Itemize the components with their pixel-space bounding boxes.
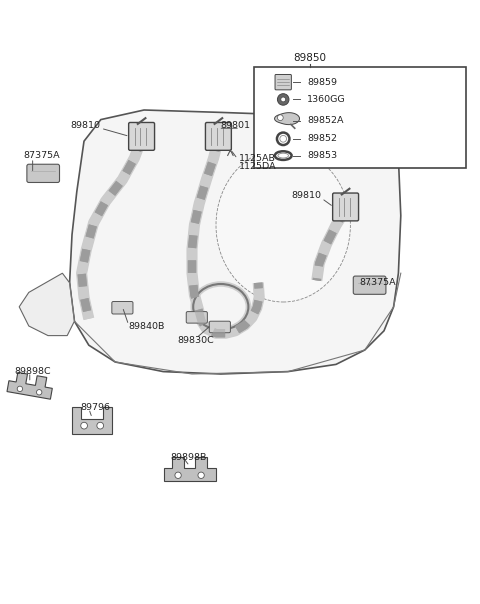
Circle shape bbox=[277, 115, 283, 121]
Text: 89796: 89796 bbox=[81, 403, 110, 412]
Circle shape bbox=[97, 422, 104, 429]
Polygon shape bbox=[7, 372, 52, 399]
Polygon shape bbox=[72, 407, 112, 434]
FancyBboxPatch shape bbox=[205, 123, 231, 150]
Text: 89810: 89810 bbox=[292, 191, 322, 200]
Text: 89840B: 89840B bbox=[129, 323, 165, 332]
Polygon shape bbox=[19, 273, 74, 336]
FancyBboxPatch shape bbox=[333, 193, 359, 221]
Text: 89853: 89853 bbox=[307, 151, 337, 160]
Text: 89859: 89859 bbox=[307, 78, 337, 86]
Circle shape bbox=[17, 386, 23, 391]
Circle shape bbox=[175, 472, 181, 478]
Ellipse shape bbox=[278, 153, 288, 158]
Ellipse shape bbox=[275, 151, 292, 160]
Text: 1360GG: 1360GG bbox=[307, 95, 346, 104]
Polygon shape bbox=[70, 110, 401, 374]
Polygon shape bbox=[164, 457, 216, 481]
Circle shape bbox=[277, 94, 289, 105]
Text: 1125AB: 1125AB bbox=[239, 155, 276, 164]
FancyBboxPatch shape bbox=[275, 74, 291, 90]
Text: 89852A: 89852A bbox=[307, 116, 344, 125]
Text: 89830C: 89830C bbox=[178, 336, 215, 345]
Text: 87375A: 87375A bbox=[359, 278, 396, 288]
Circle shape bbox=[81, 422, 87, 429]
Text: 89852: 89852 bbox=[307, 134, 337, 143]
Text: 87375A: 87375A bbox=[23, 150, 60, 159]
FancyBboxPatch shape bbox=[353, 276, 386, 294]
Text: 89850: 89850 bbox=[293, 53, 326, 63]
Circle shape bbox=[198, 472, 204, 478]
Text: 1125DA: 1125DA bbox=[239, 162, 276, 171]
FancyBboxPatch shape bbox=[254, 67, 466, 167]
Text: 89801: 89801 bbox=[221, 121, 251, 130]
FancyBboxPatch shape bbox=[209, 321, 230, 333]
Circle shape bbox=[36, 390, 42, 395]
Ellipse shape bbox=[216, 149, 350, 302]
Circle shape bbox=[277, 132, 289, 145]
FancyBboxPatch shape bbox=[129, 123, 155, 150]
FancyBboxPatch shape bbox=[27, 164, 60, 182]
Text: 89898B: 89898B bbox=[170, 454, 207, 463]
Polygon shape bbox=[275, 113, 300, 124]
Circle shape bbox=[281, 97, 286, 102]
Text: 89810: 89810 bbox=[71, 121, 101, 130]
Text: 89898C: 89898C bbox=[14, 367, 51, 376]
FancyBboxPatch shape bbox=[186, 312, 207, 323]
FancyBboxPatch shape bbox=[112, 301, 133, 314]
Circle shape bbox=[280, 135, 287, 142]
